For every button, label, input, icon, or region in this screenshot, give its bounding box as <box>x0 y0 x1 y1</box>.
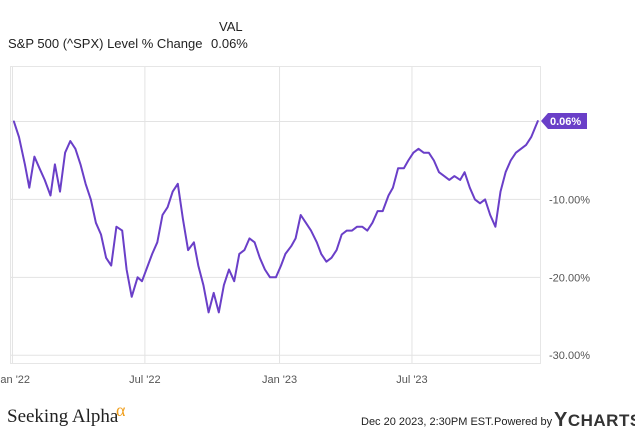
alpha-logo-icon: α <box>116 400 126 420</box>
ycharts-logo: YCHARTS <box>554 409 635 431</box>
x-tick-label: Jul '23 <box>396 374 427 386</box>
seeking-alpha-logo: Seeking Alpha <box>7 406 119 427</box>
y-axis: 0.00%-10.00%-20.00%-30.00% <box>549 117 590 363</box>
footer: Seeking Alpha α Dec 20 2023, 2:30PM EST.… <box>7 400 635 431</box>
y-tick-label: -30.00% <box>549 350 590 362</box>
x-axis: Jan '22 Jul '22 Jan '23 Jul '23 <box>0 374 428 386</box>
ycharts-logo-rest: CHARTS <box>568 411 635 430</box>
legend-series-label: S&P 500 (^SPX) Level % Change <box>8 36 202 51</box>
grid <box>11 67 540 363</box>
end-value-badge: 0.06% <box>541 113 587 130</box>
powered-by-label: Powered by <box>494 416 553 428</box>
x-tick-label: Jul '22 <box>129 374 160 386</box>
x-tick-label: Jan '23 <box>262 374 297 386</box>
end-value-badge-text: 0.06% <box>550 116 581 128</box>
legend: VAL S&P 500 (^SPX) Level % Change 0.06% <box>8 19 248 51</box>
x-tick-label: Jan '22 <box>0 374 30 386</box>
y-tick-label: -20.00% <box>549 272 590 284</box>
legend-series-value: 0.06% <box>211 36 248 51</box>
plot-area <box>10 66 541 364</box>
series-line <box>12 120 539 314</box>
end-value-badge-shape <box>541 113 587 130</box>
timestamp: Dec 20 2023, 2:30PM EST. <box>361 416 494 428</box>
ycharts-logo-y: Y <box>554 409 568 431</box>
legend-val-header: VAL <box>219 19 243 34</box>
y-tick-label: -10.00% <box>549 194 590 206</box>
